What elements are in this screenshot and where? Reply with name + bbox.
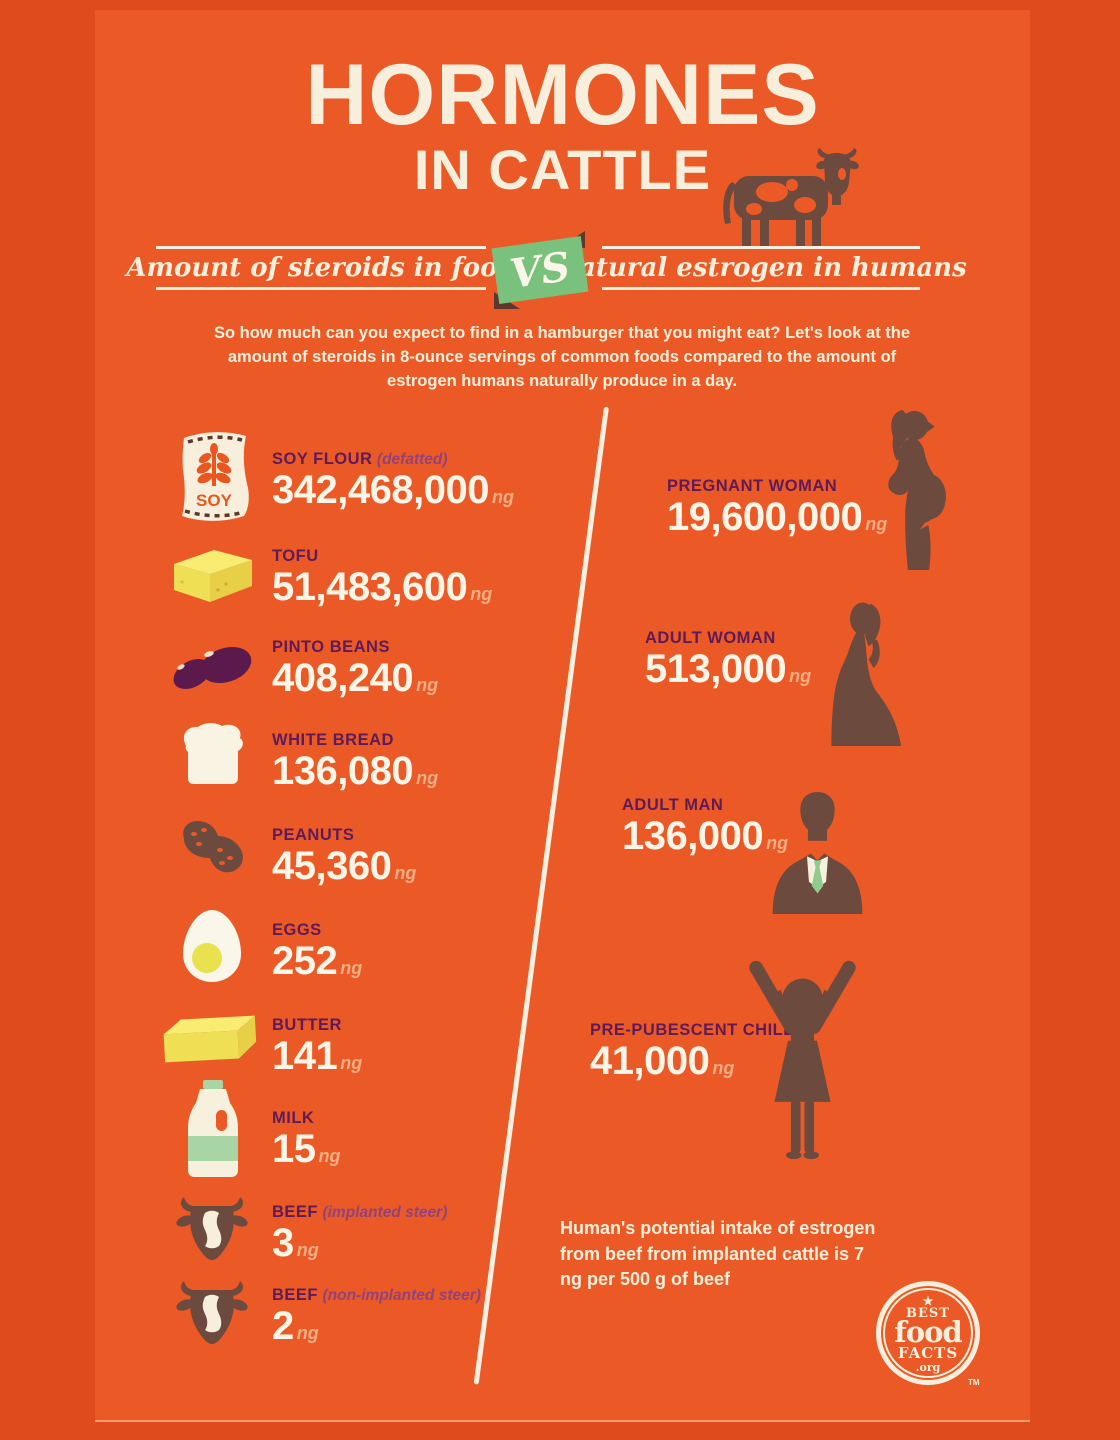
food-item-pinto-beans: PINTO BEANS 408,240 ng xyxy=(272,638,438,699)
human-label: PRE-PUBESCENT CHILD xyxy=(590,1021,796,1039)
food-item-white-bread: WHITE BREAD 136,080 ng xyxy=(272,731,438,792)
adult-woman-icon xyxy=(830,594,930,746)
banner-right-label: Natural estrogen in humans xyxy=(555,246,967,290)
unit-label: ng xyxy=(318,1146,341,1166)
unit-label: ng xyxy=(416,768,439,788)
human-label: ADULT MAN xyxy=(622,796,724,814)
food-label: WHITE BREAD xyxy=(272,731,394,749)
food-value: 136,080 ng xyxy=(272,749,439,793)
beef-intake-footnote: Human's potential intake of estrogen fro… xyxy=(560,1218,876,1290)
unit-label: ng xyxy=(416,675,439,695)
food-item-soy-flour: SOY FLOUR (defatted) 342,468,000 ng xyxy=(272,450,514,511)
food-label: MILK xyxy=(272,1109,315,1127)
food-value: 45,360 ng xyxy=(272,844,417,888)
unit-label: ng xyxy=(865,514,888,534)
cow-head-icon xyxy=(176,1280,248,1346)
human-label: PREGNANT WOMAN xyxy=(667,477,838,495)
human-item-adult-woman: ADULT WOMAN 513,000 ng xyxy=(645,629,811,690)
food-value: 408,240 ng xyxy=(272,656,439,700)
adult-man-icon xyxy=(765,792,870,914)
food-value: 141 ng xyxy=(272,1034,363,1078)
food-item-beef-implanted: BEEF (implanted steer) 3 ng xyxy=(272,1203,447,1264)
food-value: 342,468,000 ng xyxy=(272,468,514,512)
best-food-facts-logo: ★ BEST food FACTS .org xyxy=(876,1281,980,1385)
human-value: 41,000 ng xyxy=(590,1039,735,1083)
food-value: 15 ng xyxy=(272,1127,341,1171)
pregnant-woman-icon xyxy=(856,406,958,572)
star-icon: ★ xyxy=(922,1294,934,1308)
egg-icon xyxy=(181,908,243,984)
food-item-butter: BUTTER 141 ng xyxy=(272,1016,362,1077)
food-label: PINTO BEANS xyxy=(272,638,390,656)
food-label: EGGS xyxy=(272,921,322,939)
logo-facts: FACTS xyxy=(897,1344,959,1363)
food-item-milk: MILK 15 ng xyxy=(272,1109,341,1170)
intro-paragraph: So how much can you expect to find in a … xyxy=(213,324,911,390)
food-label: BUTTER xyxy=(272,1016,342,1034)
cow-head-icon xyxy=(176,1196,248,1262)
human-value: 19,600,000 ng xyxy=(667,495,888,539)
food-label: SOY FLOUR xyxy=(272,450,373,468)
butter-stick-icon xyxy=(160,1014,260,1066)
logo-org: .org xyxy=(915,1361,941,1375)
svg-text:SOY: SOY xyxy=(196,491,233,510)
trademark-symbol: TM xyxy=(968,1378,980,1387)
food-label: TOFU xyxy=(272,547,319,565)
food-value: 252 ng xyxy=(272,939,363,983)
unit-label: ng xyxy=(789,666,812,686)
unit-label: ng xyxy=(296,1240,319,1260)
peanut-icon xyxy=(172,816,254,880)
human-value: 136,000 ng xyxy=(622,814,789,858)
food-note: (non-implanted steer) xyxy=(322,1287,481,1304)
page-subtitle: IN CATTLE xyxy=(413,138,712,201)
food-note: (defatted) xyxy=(376,451,448,468)
food-item-tofu: TOFU 51,483,600 ng xyxy=(272,547,492,608)
human-value: 513,000 ng xyxy=(645,647,812,691)
food-value: 3 ng xyxy=(272,1221,319,1265)
food-label: BEEF xyxy=(272,1286,319,1304)
human-item-pregnant-woman: PREGNANT WOMAN 19,600,000 ng xyxy=(667,477,887,538)
food-label: BEEF xyxy=(272,1203,319,1221)
page-title: HORMONES xyxy=(305,47,820,143)
food-item-beef-non-implanted: BEEF (non-implanted steer) 2 ng xyxy=(272,1286,481,1347)
unit-label: ng xyxy=(712,1058,735,1078)
child-arms-up-icon xyxy=(730,946,875,1168)
soy-bag-icon: SOY xyxy=(172,426,256,524)
unit-label: ng xyxy=(394,863,417,883)
unit-label: ng xyxy=(296,1323,319,1343)
unit-label: ng xyxy=(340,958,363,978)
cow-icon xyxy=(712,148,862,252)
food-item-eggs: EGGS 252 ng xyxy=(272,921,362,982)
unit-label: ng xyxy=(470,584,493,604)
bread-slice-icon xyxy=(180,722,246,786)
food-value: 51,483,600 ng xyxy=(272,565,493,609)
unit-label: ng xyxy=(766,833,789,853)
food-note: (implanted steer) xyxy=(322,1204,448,1221)
human-item-child: PRE-PUBESCENT CHILD 41,000 ng xyxy=(590,1021,796,1082)
logo-best: BEST xyxy=(906,1306,950,1321)
logo-food: food xyxy=(894,1315,962,1350)
milk-jug-icon xyxy=(182,1080,244,1178)
unit-label: ng xyxy=(340,1053,363,1073)
tofu-block-icon xyxy=(166,546,258,604)
human-item-adult-man: ADULT MAN 136,000 ng xyxy=(622,796,788,857)
unit-label: ng xyxy=(491,487,514,507)
beans-icon xyxy=(168,640,258,692)
banner-left-label: Amount of steroids in food xyxy=(126,246,516,290)
human-label: ADULT WOMAN xyxy=(645,629,776,647)
food-value: 2 ng xyxy=(272,1304,319,1348)
food-label: PEANUTS xyxy=(272,826,355,844)
food-item-peanuts: PEANUTS 45,360 ng xyxy=(272,826,416,887)
